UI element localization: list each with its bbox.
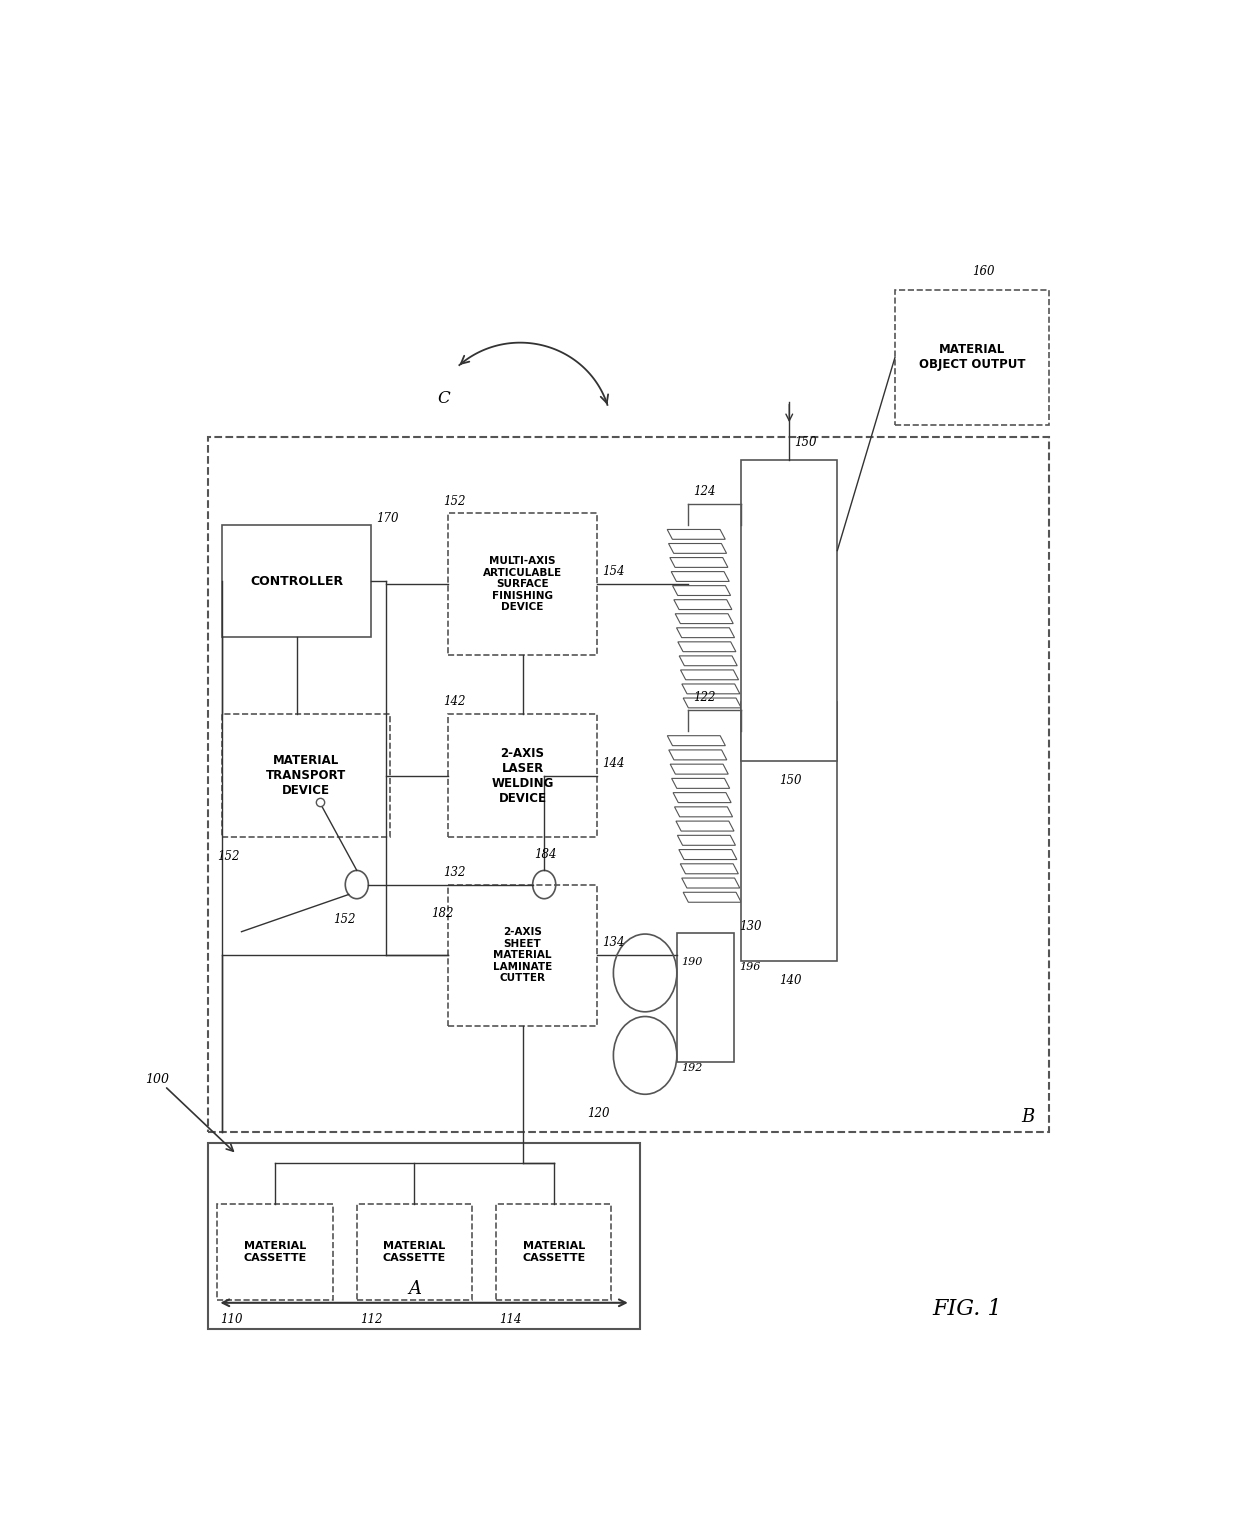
Polygon shape [670,557,728,568]
Bar [208,438,1049,1132]
Bar [208,1143,640,1328]
Bar [448,514,596,655]
Polygon shape [675,806,733,817]
Text: 110: 110 [221,1313,243,1327]
Text: B: B [1021,1108,1034,1126]
Polygon shape [683,698,742,708]
Text: FIG. 1: FIG. 1 [932,1297,1002,1320]
Polygon shape [676,822,734,831]
Bar [448,713,596,837]
Bar [677,933,734,1062]
Text: MULTI-AXIS
ARTICULABLE
SURFACE
FINISHING
DEVICE: MULTI-AXIS ARTICULABLE SURFACE FINISHING… [484,555,562,612]
Text: 170: 170 [376,513,398,525]
Text: 182: 182 [432,907,454,920]
Polygon shape [673,793,732,803]
Polygon shape [670,763,728,774]
Polygon shape [676,614,733,624]
Text: 184: 184 [534,848,557,861]
Polygon shape [672,779,729,788]
Bar [222,713,391,837]
Text: 152: 152 [332,913,356,926]
Polygon shape [682,684,740,693]
Text: 132: 132 [444,866,466,878]
Bar [742,702,837,961]
Text: MATERIAL
CASSETTE: MATERIAL CASSETTE [243,1241,306,1262]
Polygon shape [668,750,727,760]
Polygon shape [680,656,738,666]
Text: MATERIAL
TRANSPORT
DEVICE: MATERIAL TRANSPORT DEVICE [267,754,346,797]
Text: 134: 134 [601,936,625,949]
Text: 114: 114 [498,1313,522,1327]
Text: 152: 152 [444,494,466,508]
Text: MATERIAL
CASSETTE: MATERIAL CASSETTE [383,1241,446,1262]
Text: A: A [408,1281,420,1297]
Text: 152: 152 [217,851,241,863]
Text: 2-AXIS
LASER
WELDING
DEVICE: 2-AXIS LASER WELDING DEVICE [491,747,554,805]
Bar [448,884,596,1027]
Polygon shape [677,835,735,845]
Polygon shape [672,586,730,595]
Text: 150: 150 [780,774,802,786]
Polygon shape [668,543,727,554]
Polygon shape [677,627,734,638]
Text: 124: 124 [693,485,715,499]
Text: 154: 154 [601,565,625,578]
Text: 112: 112 [360,1313,382,1327]
Bar [895,289,1049,425]
Bar [742,461,837,760]
Bar [222,525,371,636]
Polygon shape [683,892,742,903]
Text: 144: 144 [601,757,625,770]
Text: MATERIAL
OBJECT OUTPUT: MATERIAL OBJECT OUTPUT [919,343,1025,372]
Polygon shape [681,864,738,874]
Polygon shape [682,878,740,887]
Text: 140: 140 [780,975,802,987]
Text: 160: 160 [972,265,994,278]
Polygon shape [678,643,735,652]
Text: 100: 100 [145,1073,170,1086]
Text: 2-AXIS
SHEET
MATERIAL
LAMINATE
CUTTER: 2-AXIS SHEET MATERIAL LAMINATE CUTTER [494,927,552,984]
Text: 122: 122 [693,692,715,704]
Polygon shape [667,529,725,539]
Bar [217,1204,332,1300]
Polygon shape [673,600,732,609]
Text: 150: 150 [794,436,817,448]
Text: C: C [436,390,450,407]
Text: 142: 142 [444,695,466,708]
Polygon shape [681,670,739,679]
Text: 192: 192 [682,1063,703,1073]
Text: 190: 190 [682,958,703,967]
Polygon shape [667,736,725,745]
Text: 120: 120 [588,1108,610,1120]
Bar [357,1204,472,1300]
Polygon shape [678,849,737,860]
Text: 130: 130 [739,920,761,933]
Text: CONTROLLER: CONTROLLER [250,575,343,588]
Text: 196: 196 [739,962,760,972]
Polygon shape [671,572,729,581]
Text: MATERIAL
CASSETTE: MATERIAL CASSETTE [522,1241,585,1262]
Bar [496,1204,611,1300]
